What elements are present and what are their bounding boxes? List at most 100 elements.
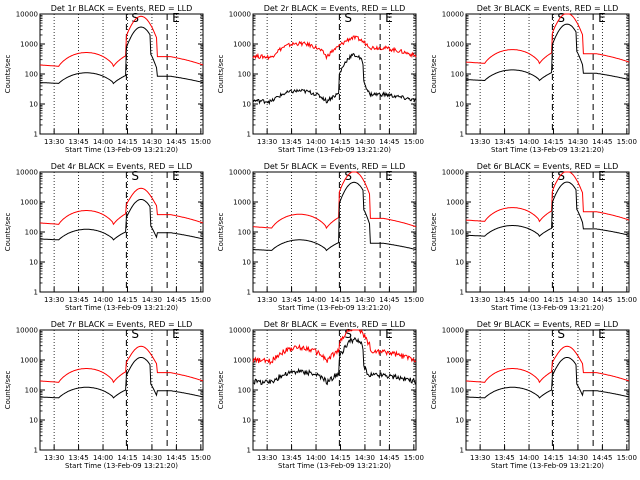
y-tick-label: 1000	[446, 199, 464, 207]
y-tick-label: 100	[25, 71, 38, 79]
x-tick-label: 14:00	[306, 296, 326, 304]
series-lld-line	[466, 171, 630, 223]
marker-label-E: E	[598, 11, 606, 25]
y-tick-label: 1	[460, 289, 464, 297]
panel-7: Det 7r BLACK = Events, RED = LLD 1 10 100 10…	[4, 320, 211, 470]
x-tick-label: 14:15	[543, 454, 563, 462]
x-tick-label: 14:45	[379, 138, 399, 146]
plot-frame	[465, 329, 630, 451]
panel-title: Det 7r BLACK = Events, RED = LLD	[51, 320, 193, 329]
y-tick-label: 10	[29, 101, 38, 109]
x-tick-label: 13:45	[494, 454, 514, 462]
panel-title: Det 2r BLACK = Events, RED = LLD	[264, 4, 406, 13]
x-axis-label: Start Time (13-Feb-09 13:21:20)	[278, 304, 391, 312]
series-lld-line	[252, 328, 417, 366]
marker-label-E: E	[172, 327, 180, 341]
x-tick-label: 15:00	[404, 138, 424, 146]
x-tick-label: 13:30	[470, 138, 490, 146]
panel-title: Det 5r BLACK = Events, RED = LLD	[264, 162, 406, 171]
x-axis-label: Start Time (13-Feb-09 13:21:20)	[65, 304, 178, 312]
x-tick-label: 14:45	[166, 138, 186, 146]
y-tick-label: 10000	[229, 169, 251, 177]
y-tick-label: 10	[455, 259, 464, 267]
series-events-line	[466, 357, 630, 399]
marker-label-E: E	[385, 11, 393, 25]
y-tick-label: 10	[455, 101, 464, 109]
panel-title: Det 4r BLACK = Events, RED = LLD	[51, 162, 193, 171]
x-tick-label: 14:30	[355, 454, 375, 462]
panel-9: Det 9r BLACK = Events, RED = LLD 1 10 100 10…	[430, 320, 637, 470]
x-tick-label: 14:15	[117, 138, 137, 146]
y-tick-label: 10000	[442, 11, 464, 19]
y-tick-label: 10000	[442, 169, 464, 177]
x-tick-label: 14:30	[142, 138, 162, 146]
x-tick-label: 13:30	[257, 296, 277, 304]
y-tick-label: 1	[460, 447, 464, 455]
series-lld-line	[252, 35, 417, 61]
y-tick-label: 100	[238, 71, 251, 79]
plot-frame	[39, 329, 204, 451]
y-tick-label: 10	[29, 259, 38, 267]
x-tick-label: 13:45	[68, 296, 88, 304]
marker-label-E: E	[598, 327, 606, 341]
panel-8: Det 8r BLACK = Events, RED = LLD 1 10 100 10…	[217, 320, 424, 470]
x-tick-label: 13:45	[68, 454, 88, 462]
series-events-line	[465, 23, 630, 82]
y-axis-label: Counts/sec	[4, 371, 12, 410]
y-axis-label: Counts/sec	[4, 213, 12, 252]
x-tick-label: 15:00	[191, 296, 211, 304]
plot-frame	[465, 13, 630, 135]
panel-3: Det 3r BLACK = Events, RED = LLD 1 10 100 10…	[430, 4, 637, 154]
y-tick-label: 1	[247, 289, 251, 297]
panel-title: Det 6r BLACK = Events, RED = LLD	[477, 162, 619, 171]
x-tick-label: 14:45	[379, 454, 399, 462]
y-axis-label: Counts/sec	[430, 371, 438, 410]
y-tick-label: 100	[25, 387, 38, 395]
series-lld-line	[466, 13, 630, 65]
plot-frame	[252, 329, 417, 451]
marker-label-S: S	[557, 11, 565, 25]
x-tick-label: 13:30	[257, 138, 277, 146]
plot-frame	[252, 171, 417, 293]
x-tick-label: 13:45	[494, 138, 514, 146]
panel-1: Det 1r BLACK = Events, RED = LLD 1 10 100 10…	[4, 4, 211, 154]
x-tick-label: 13:30	[44, 454, 64, 462]
y-tick-label: 1000	[233, 357, 251, 365]
marker-label-E: E	[385, 169, 393, 183]
marker-label-S: S	[344, 327, 352, 341]
y-tick-label: 100	[451, 229, 464, 237]
x-tick-label: 14:45	[592, 454, 612, 462]
x-tick-label: 14:00	[519, 138, 539, 146]
x-tick-label: 14:00	[93, 296, 113, 304]
x-tick-label: 13:45	[68, 138, 88, 146]
marker-label-S: S	[131, 327, 139, 341]
y-tick-label: 1	[247, 447, 251, 455]
panel-title: Det 8r BLACK = Events, RED = LLD	[264, 320, 406, 329]
y-tick-label: 1	[34, 289, 38, 297]
x-axis-label: Start Time (13-Feb-09 13:21:20)	[491, 462, 604, 470]
y-tick-label: 1000	[446, 41, 464, 49]
y-tick-label: 10	[242, 417, 251, 425]
y-tick-label: 1000	[233, 199, 251, 207]
y-tick-label: 10000	[16, 327, 38, 335]
x-tick-label: 14:00	[306, 138, 326, 146]
y-tick-label: 1000	[233, 41, 251, 49]
x-tick-label: 14:30	[142, 454, 162, 462]
x-tick-label: 14:00	[519, 296, 539, 304]
marker-label-E: E	[385, 327, 393, 341]
y-tick-label: 1000	[446, 357, 464, 365]
y-tick-label: 10000	[16, 169, 38, 177]
x-axis-label: Start Time (13-Feb-09 13:21:20)	[491, 304, 604, 312]
x-tick-label: 13:30	[44, 138, 64, 146]
series-events-line	[40, 357, 204, 399]
x-tick-label: 13:30	[470, 296, 490, 304]
x-tick-label: 14:15	[117, 296, 137, 304]
x-tick-label: 14:00	[519, 454, 539, 462]
marker-label-S: S	[557, 327, 565, 341]
x-axis-label: Start Time (13-Feb-09 13:21:20)	[65, 146, 178, 154]
x-tick-label: 13:45	[494, 296, 514, 304]
x-tick-label: 13:45	[281, 138, 301, 146]
x-tick-label: 13:30	[257, 454, 277, 462]
panel-title: Det 3r BLACK = Events, RED = LLD	[477, 4, 619, 13]
x-tick-label: 14:30	[568, 454, 588, 462]
